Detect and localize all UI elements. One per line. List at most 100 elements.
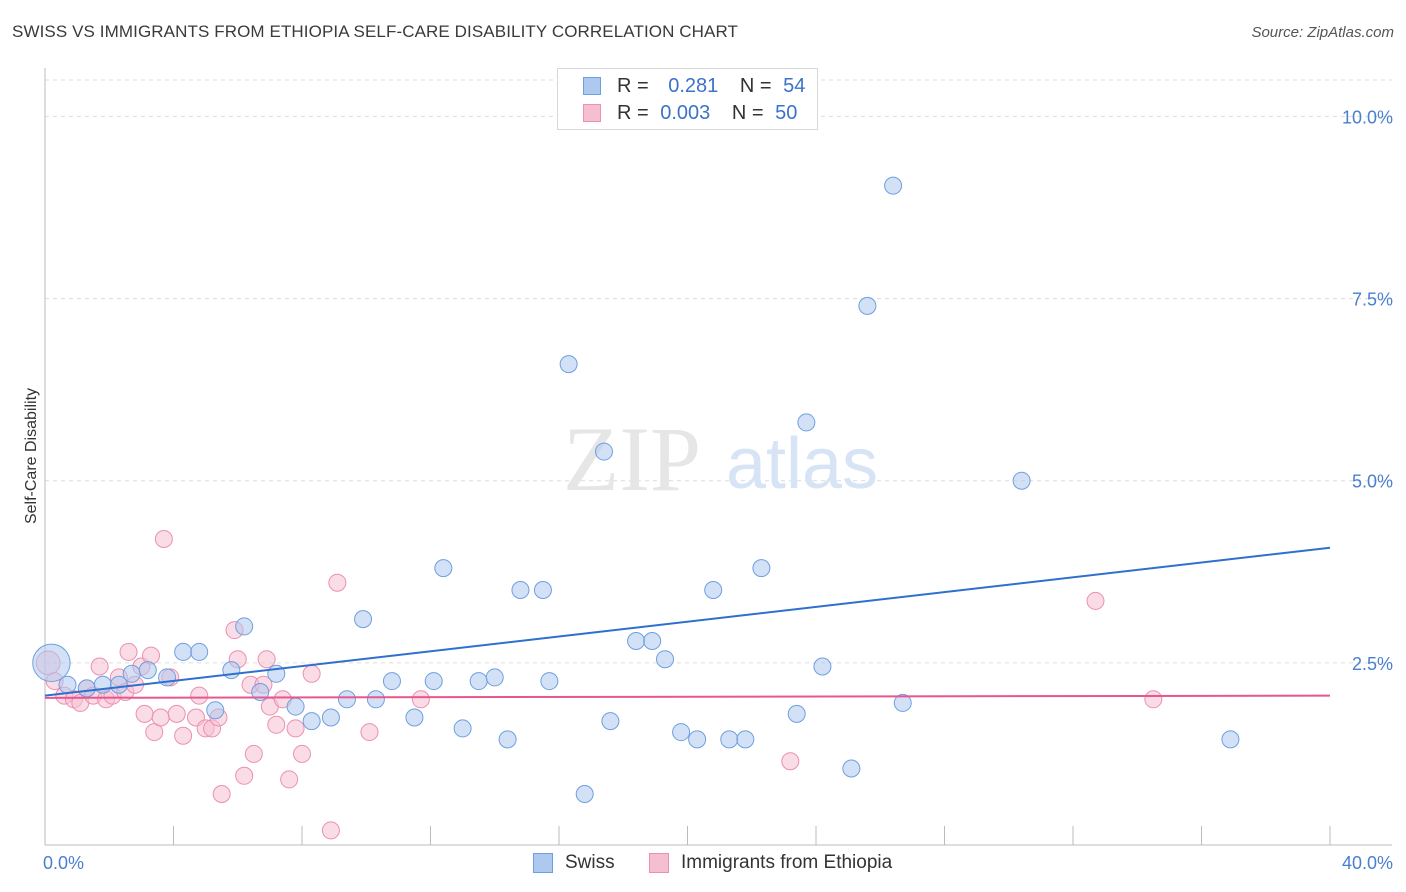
swiss-point: [235, 617, 254, 636]
swiss-point: [453, 719, 472, 738]
swiss-point: [469, 672, 488, 691]
ethiopia-swatch: [649, 853, 669, 873]
swiss-point: [302, 712, 321, 731]
swiss-point: [559, 355, 578, 374]
r-value: 0.003: [660, 102, 711, 124]
swiss-point: [797, 413, 816, 432]
ethiopia-swatch: [583, 104, 601, 122]
swiss-point: [222, 661, 241, 680]
ethiopia-point: [174, 726, 193, 745]
ethiopia-point: [280, 770, 299, 789]
swiss-swatch: [533, 853, 553, 873]
swiss-point: [206, 701, 225, 720]
swiss-point: [627, 632, 646, 650]
swiss-point: [251, 683, 270, 701]
ethiopia-point: [411, 690, 430, 709]
swiss-point: [884, 176, 903, 195]
swiss-point: [382, 672, 401, 691]
swiss-point: [858, 296, 877, 315]
trend-lines: [44, 546, 1331, 699]
swiss-point: [656, 650, 675, 669]
swiss-point: [485, 668, 504, 687]
r-value: 0.281: [668, 75, 719, 97]
ethiopia-point: [151, 708, 170, 727]
swiss-point: [511, 581, 530, 599]
legend-row-text: R = 0.281 N = 54: [617, 75, 805, 98]
swiss-point: [601, 712, 620, 731]
ethiopia-point: [235, 766, 254, 785]
swiss-point: [32, 643, 71, 683]
swiss-point: [498, 730, 517, 749]
swiss-point: [575, 785, 594, 803]
n-label: N =: [731, 102, 764, 124]
ethiopia-point: [360, 723, 379, 742]
ethiopia-point: [267, 715, 286, 734]
ethiopia-point: [328, 573, 347, 592]
n-value: 50: [775, 102, 798, 124]
swiss-point: [321, 708, 340, 727]
ethiopia-point: [212, 785, 231, 803]
ethiopia-point: [167, 704, 186, 723]
chart-title: SWISS VS IMMIGRANTS FROM ETHIOPIA SELF-C…: [12, 22, 739, 41]
swiss-point: [540, 672, 559, 691]
swiss-point: [736, 730, 755, 749]
ethiopia-point: [302, 664, 321, 683]
series-ethiopia-points: [35, 530, 1163, 840]
gridlines: [45, 79, 1392, 664]
ethiopia-point: [781, 752, 800, 771]
ethiopia-point: [286, 719, 305, 738]
swiss-point: [434, 559, 453, 578]
watermark: ZIP atlas: [563, 408, 878, 510]
r-label: R =: [617, 75, 649, 97]
ethiopia-point: [142, 646, 161, 665]
x-tick-label: 0.0%: [43, 853, 84, 873]
swiss-point: [893, 693, 912, 712]
r-label: R =: [617, 102, 649, 124]
swiss-point: [533, 581, 552, 599]
y-tick-label: 5.0%: [1352, 472, 1393, 492]
swiss-swatch: [583, 77, 601, 95]
ethiopia-point: [257, 650, 276, 669]
legend-label: Swiss: [565, 852, 615, 873]
n-label: N =: [739, 75, 772, 97]
series-legend: Swiss Immigrants from Ethiopia: [0, 852, 1406, 878]
swiss-point: [158, 668, 177, 687]
correlation-legend: R = 0.281 N = 54 R = 0.003 N = 50: [557, 68, 818, 130]
swiss-point: [337, 690, 356, 709]
n-value: 54: [783, 75, 806, 97]
swiss-point: [720, 730, 739, 749]
y-axis-label: Self-Care Disability: [23, 388, 40, 524]
y-tick-label: 10.0%: [1342, 107, 1393, 127]
swiss-point: [1012, 471, 1031, 490]
swiss-point: [643, 632, 662, 650]
ethiopia-point: [1086, 591, 1105, 610]
swiss-point: [704, 581, 723, 599]
axes: [44, 68, 1392, 846]
watermark-atlas: atlas: [726, 424, 878, 504]
ethiopia-point: [90, 657, 109, 676]
ethiopia-point: [321, 821, 340, 840]
legend-label: Immigrants from Ethiopia: [681, 852, 893, 873]
swiss-trend-line: [44, 546, 1331, 697]
swiss-point: [354, 610, 373, 629]
swiss-point: [594, 442, 613, 461]
ethiopia-point: [154, 530, 173, 548]
swiss-point: [813, 657, 832, 676]
ethiopia-point: [293, 744, 311, 763]
swiss-point: [787, 704, 806, 723]
swiss-point: [122, 664, 141, 683]
swiss-point: [424, 672, 443, 691]
watermark-zip: ZIP: [563, 408, 701, 510]
swiss-point: [752, 559, 771, 578]
y-tick-label: 2.5%: [1352, 654, 1393, 674]
swiss-point: [77, 679, 96, 698]
swiss-point: [286, 697, 305, 716]
x-tick-label: 40.0%: [1342, 853, 1393, 873]
swiss-point: [688, 730, 707, 749]
swiss-point: [190, 642, 209, 661]
ethiopia-point: [190, 686, 209, 705]
ethiopia-point: [244, 744, 263, 763]
ethiopia-trend-line: [44, 694, 1331, 699]
swiss-point: [1221, 730, 1240, 749]
